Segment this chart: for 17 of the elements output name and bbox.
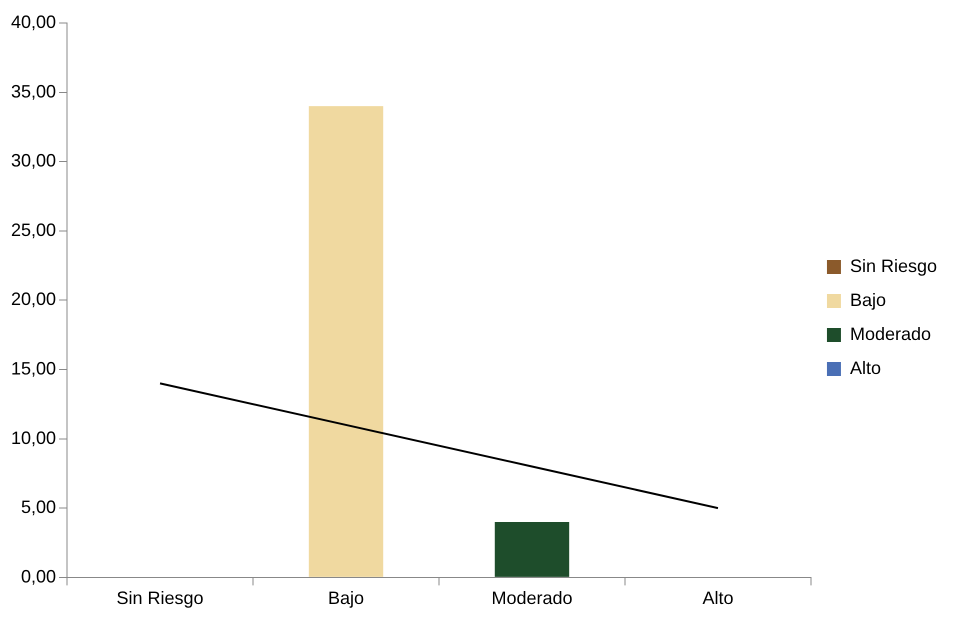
y-tick-label: 25,00 (10, 220, 56, 240)
legend-label: Moderado (850, 324, 932, 344)
x-tick-label: Sin Riesgo (116, 588, 204, 608)
y-tick-label: 10,00 (10, 428, 56, 448)
x-tick-label: Moderado (491, 588, 573, 608)
y-tick-label: 35,00 (10, 81, 56, 102)
y-tick-label: 20,00 (10, 289, 56, 310)
y-tick-label: 5,00 (20, 497, 56, 518)
x-tick-label: Bajo (328, 588, 364, 608)
y-tick-label: 15,00 (10, 358, 56, 378)
legend-label: Bajo (850, 290, 886, 310)
legend-label: Sin Riesgo (850, 256, 937, 276)
x-tick-label: Alto (702, 588, 734, 608)
y-tick-label: 0,00 (20, 566, 56, 586)
y-tick-label: 40,00 (10, 12, 56, 32)
legend-label: Alto (850, 358, 881, 378)
y-tick-label: 30,00 (10, 150, 56, 171)
